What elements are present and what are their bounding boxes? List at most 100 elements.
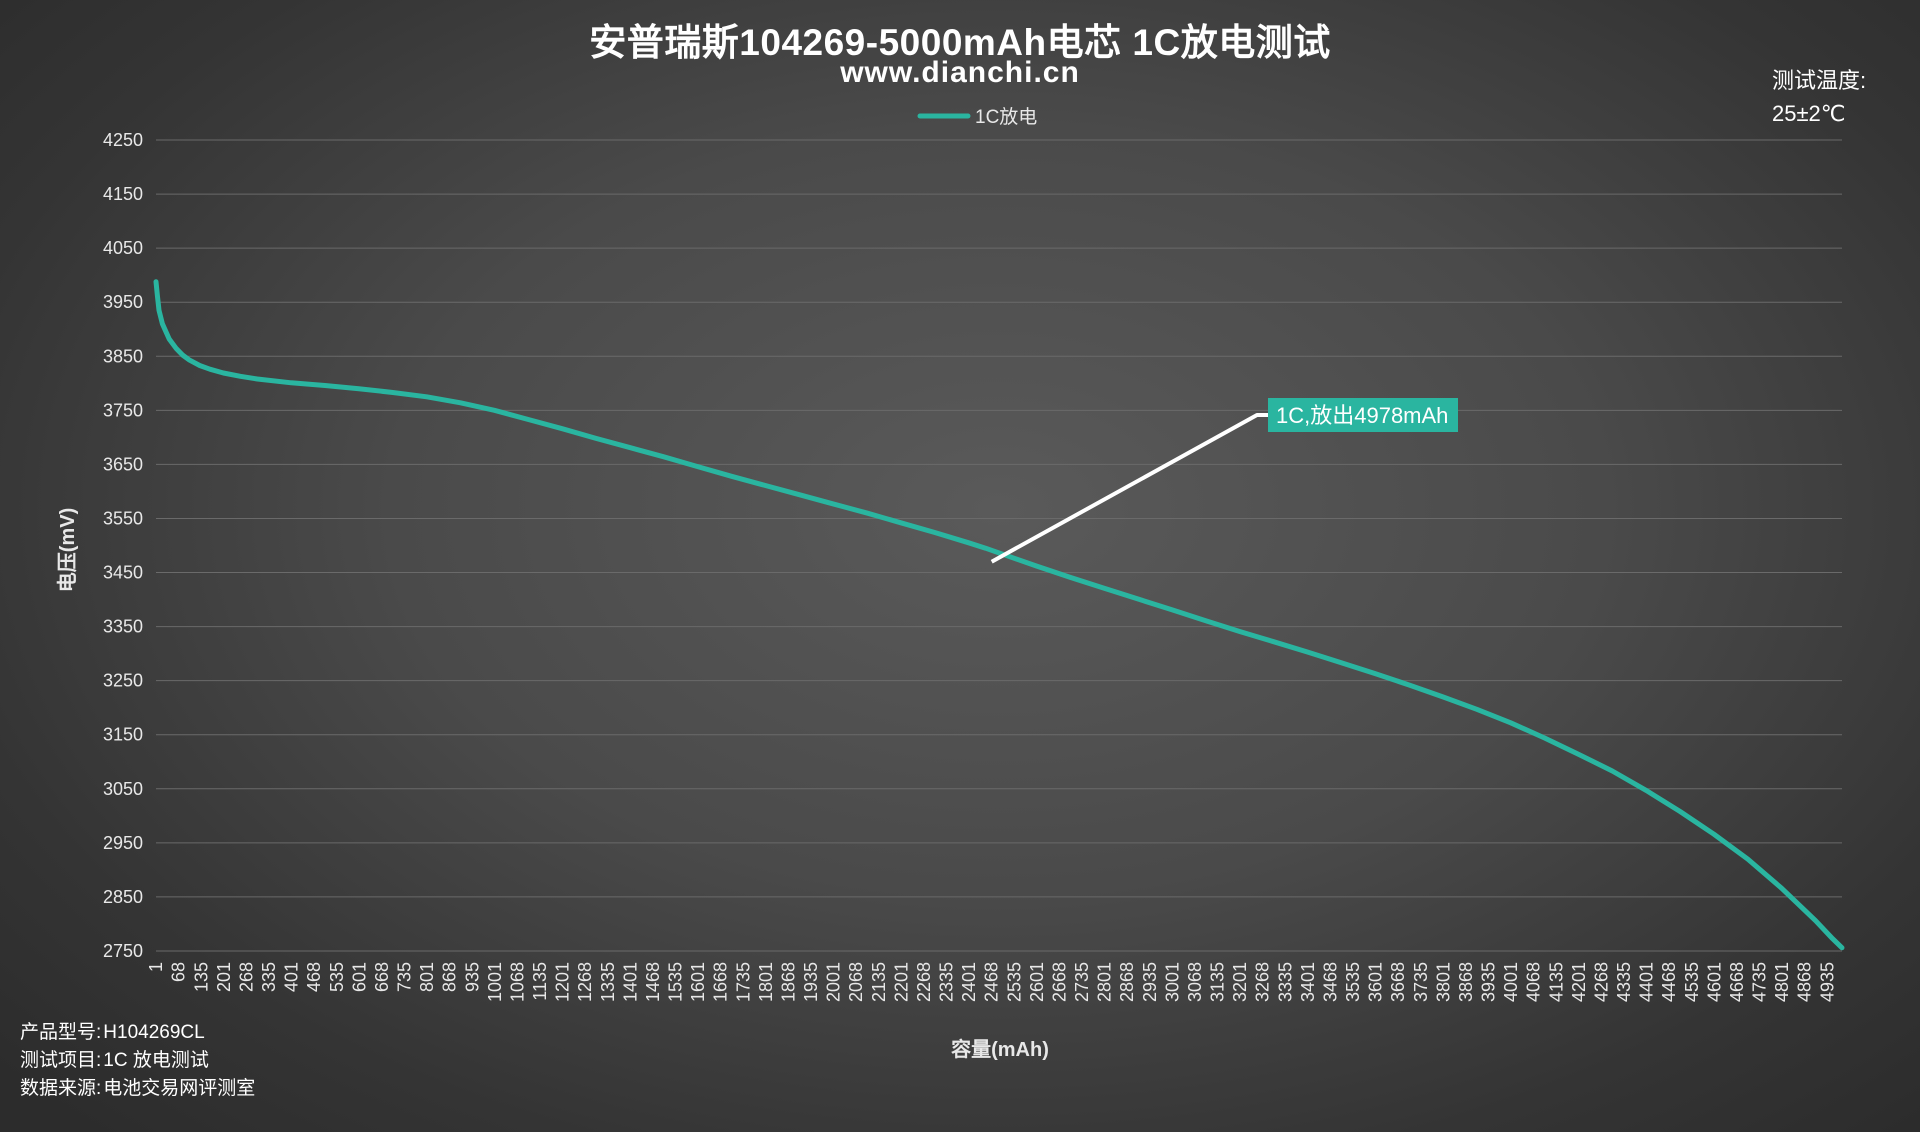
x-tick-label: 401 [282, 962, 302, 992]
y-tick-label: 3750 [103, 400, 143, 420]
info-value: 电池交易网评测室 [103, 1078, 256, 1099]
x-tick-label: 1468 [643, 962, 663, 1002]
x-tick-label: 2735 [1072, 962, 1092, 1002]
x-tick-label: 135 [191, 962, 211, 992]
x-tick-label: 1135 [530, 962, 550, 1001]
info-row-source: 数据来源: 电池交易网评测室 [20, 1075, 255, 1103]
legend: 1C放电 [917, 106, 1037, 128]
x-tick-label: 1868 [778, 962, 798, 1002]
temperature-label: 测试温度: [1772, 68, 1867, 93]
x-tick-label: 268 [236, 962, 256, 992]
x-tick-label: 3068 [1185, 962, 1205, 1002]
y-tick-label: 4050 [103, 238, 143, 258]
x-tick-label: 3201 [1230, 962, 1250, 1002]
x-tick-label: 2468 [982, 962, 1002, 1002]
x-tick-label: 1068 [507, 962, 527, 1002]
y-tick-label: 3050 [103, 779, 143, 799]
x-tick-label: 4401 [1637, 962, 1657, 1002]
x-tick-label: 2601 [1027, 962, 1047, 1002]
x-tick-label: 2268 [914, 962, 934, 1002]
x-tick-label: 1 [146, 962, 166, 972]
x-tick-label: 3868 [1456, 962, 1476, 1002]
x-tick-label: 4335 [1614, 962, 1634, 1002]
info-label: 产品型号: [20, 1022, 102, 1043]
x-tick-label: 3001 [1162, 962, 1182, 1002]
x-tick-label: 1335 [598, 962, 618, 1002]
x-tick-label: 1001 [485, 962, 505, 1002]
x-tick-label: 2201 [891, 962, 911, 1002]
y-tick-label: 3250 [103, 671, 143, 691]
info-row-model: 产品型号: H104269CL [20, 1019, 255, 1047]
x-tick-label: 68 [169, 962, 189, 982]
x-tick-labels: 1 68 135 201 268 335 401 468 535 601 668 735 801 868 9… [146, 962, 1837, 1002]
info-block: 产品型号: H104269CL 测试项目: 1C 放电测试 数据来源: 电池交易网评测… [20, 1019, 255, 1103]
x-tick-label: 535 [327, 962, 347, 992]
y-tick-label: 3550 [103, 508, 143, 528]
legend-label: 1C放电 [975, 106, 1037, 128]
x-tick-label: 2935 [1140, 962, 1160, 1002]
x-tick-label: 2801 [1095, 962, 1115, 1002]
x-tick-label: 4468 [1659, 962, 1679, 1002]
x-tick-label: 3401 [1298, 962, 1318, 1002]
y-tick-label: 3350 [103, 617, 143, 637]
x-tick-label: 4801 [1772, 962, 1792, 1002]
x-tick-label: 2335 [937, 962, 957, 1002]
annotation-label: 1C,放出4978mAh [1276, 403, 1448, 428]
x-tick-label: 4068 [1524, 962, 1544, 1002]
y-tick-label: 4250 [103, 130, 143, 150]
x-axis-title: 容量(mAh) [951, 1037, 1049, 1061]
x-tick-label: 468 [304, 962, 324, 992]
x-tick-label: 3601 [1366, 962, 1386, 1002]
x-tick-label: 801 [417, 962, 437, 992]
x-tick-label: 4535 [1682, 962, 1702, 1002]
x-tick-label: 2135 [869, 962, 889, 1002]
x-tick-label: 4001 [1501, 962, 1521, 1002]
x-tick-label: 3668 [1388, 962, 1408, 1002]
x-tick-label: 2001 [824, 962, 844, 1002]
x-tick-label: 1935 [801, 962, 821, 1002]
x-tick-label: 4268 [1591, 962, 1611, 1002]
x-tick-label: 3268 [1253, 962, 1273, 1002]
y-tick-label: 4150 [103, 184, 143, 204]
x-tick-label: 4601 [1704, 962, 1724, 1002]
y-axis-title: 电压(mV) [56, 508, 79, 592]
x-tick-label: 2401 [959, 962, 979, 1002]
x-tick-label: 1401 [620, 962, 640, 1002]
y-tick-label: 3950 [103, 292, 143, 312]
x-tick-label: 1801 [756, 962, 776, 1002]
x-tick-label: 1201 [553, 962, 573, 1002]
y-tick-labels: 4250 4150 4050 3950 3850 3750 3650 3550 3450 3350… [103, 130, 143, 961]
series-layer [153, 279, 1845, 951]
chart-title: 安普瑞斯104269-5000mAh电芯 1C放电测试 [589, 22, 1331, 63]
info-value: 1C 放电测试 [103, 1050, 209, 1071]
y-tick-label: 2950 [103, 833, 143, 853]
x-tick-label: 668 [372, 962, 392, 992]
x-tick-label: 1668 [711, 962, 731, 1002]
info-value: H104269CL [103, 1022, 205, 1043]
x-tick-label: 3735 [1411, 962, 1431, 1002]
x-tick-label: 2668 [1049, 962, 1069, 1002]
x-tick-label: 335 [259, 962, 279, 992]
x-tick-label: 3535 [1343, 962, 1363, 1002]
x-tick-label: 4201 [1569, 962, 1589, 1002]
y-tick-label: 3450 [103, 563, 143, 583]
x-tick-label: 735 [395, 962, 415, 992]
x-tick-label: 4668 [1727, 962, 1747, 1002]
chart-subtitle: www.dianchi.cn [840, 56, 1080, 89]
x-tick-label: 4935 [1817, 962, 1837, 1002]
y-tick-label: 2850 [103, 887, 143, 907]
annotation: 1C,放出4978mAh [990, 398, 1458, 564]
gridlines [156, 139, 1842, 952]
x-tick-label: 3801 [1433, 962, 1453, 1002]
x-tick-label: 601 [349, 962, 369, 992]
y-tick-label: 3850 [103, 346, 143, 366]
x-tick-label: 2535 [1004, 962, 1024, 1002]
info-row-test: 测试项目: 1C 放电测试 [20, 1047, 255, 1075]
x-tick-label: 1735 [733, 962, 753, 1002]
x-tick-label: 3335 [1275, 962, 1295, 1002]
x-tick-label: 1601 [688, 962, 708, 1002]
temperature-value: 25±2℃ [1772, 101, 1846, 126]
x-tick-label: 2868 [1117, 962, 1137, 1002]
x-tick-label: 3935 [1479, 962, 1499, 1002]
